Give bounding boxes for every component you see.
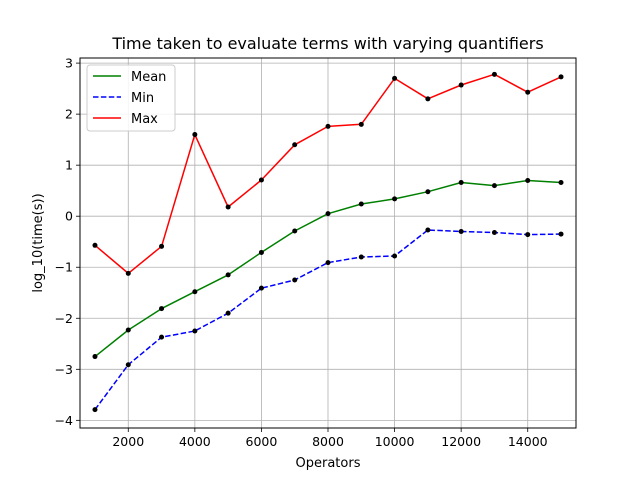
data-point-max <box>192 132 198 138</box>
data-point-min <box>325 260 331 266</box>
x-tick-label: 14000 <box>508 434 548 449</box>
data-point-min <box>258 285 264 291</box>
x-tick-label: 12000 <box>441 434 481 449</box>
y-axis-label: log_10(time(s)) <box>31 193 46 292</box>
legend-label-min: Min <box>131 91 154 106</box>
data-point-min <box>159 334 165 340</box>
data-point-max <box>425 96 431 102</box>
data-point-min <box>491 230 497 236</box>
y-tick-label: −3 <box>55 362 73 377</box>
grid <box>80 58 576 428</box>
data-point-mean <box>425 189 431 195</box>
y-tick-label: 3 <box>65 56 73 71</box>
data-point-mean <box>358 201 364 207</box>
data-point-mean <box>458 180 464 186</box>
data-point-mean <box>491 183 497 189</box>
x-tick-label: 6000 <box>246 434 278 449</box>
data-point-max <box>491 71 497 77</box>
data-point-mean <box>258 249 264 255</box>
y-tick-label: −4 <box>55 413 73 428</box>
data-point-min <box>558 231 564 237</box>
data-point-min <box>92 407 98 413</box>
x-tick-label: 8000 <box>312 434 344 449</box>
data-point-min <box>392 253 398 259</box>
data-point-max <box>258 177 264 183</box>
data-point-max <box>525 89 531 95</box>
y-tick-label: 0 <box>65 209 73 224</box>
data-point-mean <box>558 180 564 186</box>
data-point-mean <box>225 272 231 278</box>
legend-label-mean: Mean <box>131 70 166 85</box>
x-tick-label: 2000 <box>112 434 144 449</box>
chart-title: Time taken to evaluate terms with varyin… <box>111 34 543 53</box>
y-tick-label: 1 <box>65 158 73 173</box>
data-point-mean <box>525 177 531 183</box>
legend-box <box>86 64 176 132</box>
data-point-mean <box>392 196 398 202</box>
data-point-mean <box>325 211 331 217</box>
data-point-min <box>358 254 364 260</box>
x-tick-label: 10000 <box>375 434 415 449</box>
data-point-min <box>292 277 298 283</box>
data-point-min <box>225 310 231 316</box>
data-point-max <box>325 123 331 129</box>
legend: Mean Min Max <box>86 64 176 132</box>
y-tick-label: −2 <box>55 311 73 326</box>
data-point-mean <box>92 354 98 360</box>
ticks: 2000 4000 6000 8000 10000 12000 14000 −4 −3 −2 −1 0… <box>55 56 548 449</box>
data-point-max <box>92 242 98 248</box>
x-axis-label: Operators <box>296 456 361 471</box>
data-point-mean <box>292 228 298 234</box>
data-point-max <box>292 142 298 148</box>
data-point-max <box>125 270 131 276</box>
data-point-min <box>525 232 531 238</box>
x-tick-label: 4000 <box>179 434 211 449</box>
data-point-max <box>225 204 231 210</box>
data-point-mean <box>125 327 131 333</box>
data-point-max <box>159 243 165 249</box>
data-point-min <box>425 227 431 233</box>
data-point-max <box>458 82 464 88</box>
data-point-mean <box>159 306 165 312</box>
legend-label-max: Max <box>131 112 158 127</box>
series-layer <box>92 71 564 413</box>
y-tick-label: −1 <box>55 260 73 275</box>
data-point-max <box>558 74 564 80</box>
data-point-min <box>192 328 198 334</box>
y-tick-label: 2 <box>65 107 73 122</box>
data-point-max <box>358 121 364 127</box>
data-point-min <box>125 362 131 368</box>
data-point-max <box>392 75 398 81</box>
data-point-mean <box>192 289 198 295</box>
data-point-min <box>458 229 464 235</box>
